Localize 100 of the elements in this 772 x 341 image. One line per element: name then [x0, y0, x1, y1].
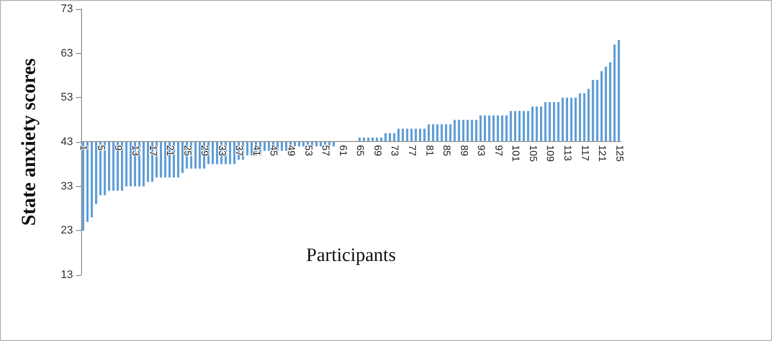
bar — [527, 110, 530, 142]
bar — [264, 142, 266, 151]
bar — [108, 142, 110, 191]
bar — [228, 142, 232, 164]
x-tick-label: 81 — [423, 145, 434, 157]
x-tick-label: 17 — [146, 145, 158, 157]
x-tick-label: 37 — [233, 145, 244, 157]
bar — [440, 124, 443, 142]
bar — [518, 110, 521, 142]
x-tick-label: 29 — [198, 145, 210, 157]
bar — [592, 80, 594, 142]
y-tick-label: 23 — [60, 224, 73, 237]
bar — [90, 142, 93, 218]
y-axis-title: State anxiety scores — [18, 58, 40, 226]
bar — [600, 71, 603, 142]
bar — [380, 138, 382, 142]
y-tick-label: 43 — [60, 136, 73, 148]
x-tick-label: 97 — [492, 145, 504, 157]
bar — [104, 142, 106, 196]
x-axis-title: Participants — [306, 245, 396, 266]
x-tick-label: 5 — [94, 145, 106, 151]
bar — [177, 142, 180, 178]
bar — [285, 142, 288, 151]
bar — [302, 142, 305, 146]
x-tick-label: 105 — [526, 145, 538, 162]
bar — [570, 98, 572, 142]
bar — [198, 142, 201, 169]
x-tick-label: 93 — [475, 145, 486, 157]
bar — [95, 142, 98, 204]
bar — [146, 142, 150, 182]
bar — [544, 102, 546, 142]
bar — [514, 110, 516, 142]
bar — [216, 142, 218, 164]
bar — [618, 40, 620, 142]
bar — [522, 110, 525, 142]
bar — [454, 120, 456, 142]
bar — [531, 106, 534, 142]
bar — [462, 120, 464, 142]
bar — [212, 142, 214, 164]
bar — [557, 102, 560, 142]
x-tick-label: 77 — [406, 145, 417, 157]
x-tick-label: 21 — [164, 145, 176, 157]
bar — [280, 142, 283, 151]
bar — [246, 142, 248, 156]
y-tick-label: 13 — [60, 269, 73, 281]
x-tick-label: 73 — [388, 145, 400, 157]
bar — [578, 93, 582, 142]
x-tick-label: 61 — [336, 145, 348, 157]
bar — [142, 142, 145, 186]
x-tick-label: 109 — [544, 145, 556, 162]
bar — [596, 80, 598, 142]
bar — [428, 124, 430, 142]
x-tick-label: 121 — [596, 145, 608, 162]
x-tick-label: 113 — [562, 145, 572, 162]
bar — [250, 142, 253, 156]
x-tick-label: 125 — [613, 145, 624, 162]
bar — [125, 142, 128, 186]
x-tick-label: 65 — [354, 145, 366, 157]
x-tick-label: 85 — [440, 145, 452, 157]
x-tick-label: 53 — [302, 145, 314, 157]
x-tick-label: 13 — [130, 145, 140, 157]
y-tick-label: 53 — [60, 92, 73, 104]
bar — [112, 142, 114, 191]
bar — [548, 102, 551, 142]
x-tick-label: 41 — [250, 145, 262, 157]
bar — [501, 115, 504, 142]
bar — [540, 106, 542, 142]
bar — [566, 98, 568, 142]
x-tick-label: 25 — [181, 145, 192, 157]
bar — [604, 66, 607, 142]
bar — [130, 142, 132, 186]
bar — [138, 142, 140, 186]
bar — [475, 120, 478, 142]
bar — [588, 88, 590, 142]
bar — [574, 98, 577, 142]
bar — [613, 44, 616, 142]
bar — [294, 142, 296, 146]
x-tick-label: 49 — [285, 145, 296, 157]
y-tick-label: 73 — [60, 3, 73, 15]
bar — [510, 110, 512, 142]
bar — [367, 138, 370, 142]
bar — [298, 142, 300, 146]
bar — [488, 115, 490, 142]
bar — [181, 142, 184, 174]
x-tick-label: 9 — [112, 145, 124, 151]
bar — [414, 128, 417, 142]
x-tick-label: 69 — [371, 145, 382, 157]
y-tick-label: 63 — [60, 47, 73, 60]
x-tick-label: 117 — [578, 145, 590, 162]
bar — [562, 98, 564, 142]
bar — [315, 142, 318, 146]
x-tick-label: 45 — [268, 145, 279, 157]
y-tick-label: 33 — [60, 180, 73, 192]
bar — [194, 142, 197, 169]
bar — [536, 106, 538, 142]
bar — [164, 142, 166, 178]
x-tick-label: 89 — [458, 145, 469, 157]
bar — [583, 93, 586, 142]
x-tick-label: 33 — [216, 145, 227, 157]
bar — [320, 142, 322, 146]
